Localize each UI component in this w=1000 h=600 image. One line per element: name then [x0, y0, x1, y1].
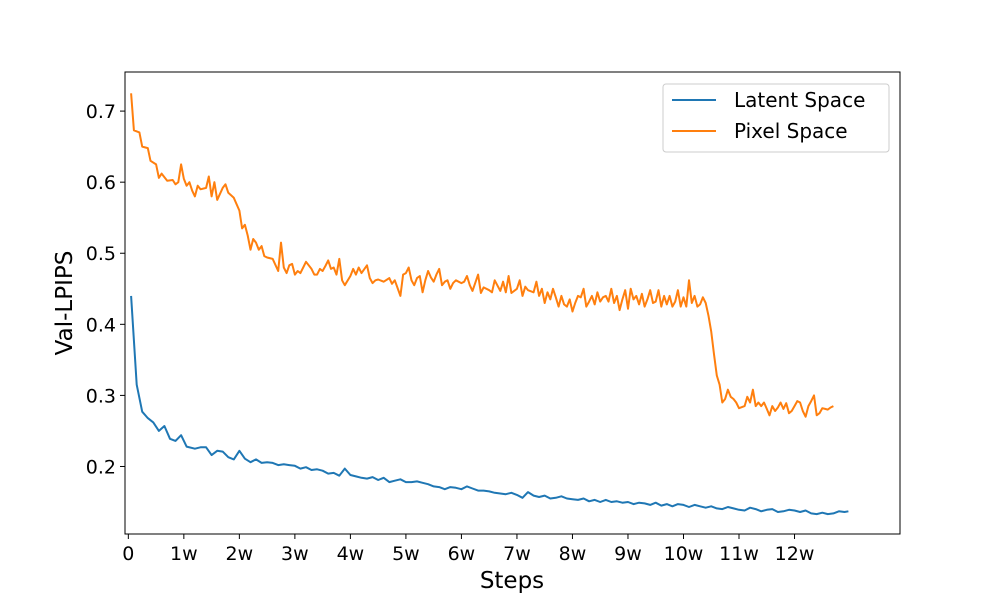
- x-axis-label: Steps: [480, 568, 544, 594]
- legend-label-latent-space: Latent Space: [734, 88, 865, 112]
- x-axis-ticks: 0 1w 2w 3w 4w 5w 6w 7w 8w 9w 10w 11w 12w: [122, 534, 814, 565]
- series-layer: [130, 93, 849, 516]
- series-line-pixel-space: [130, 93, 834, 418]
- y-tick-label: 0.3: [86, 385, 116, 407]
- legend: Latent Space Pixel Space: [662, 83, 890, 153]
- x-tick-label: 1w: [170, 543, 198, 565]
- y-tick-label: 0.6: [86, 172, 116, 194]
- y-axis-label: Val-LPIPS: [52, 251, 78, 356]
- y-tick-label: 0.7: [86, 101, 116, 123]
- y-tick-label: 0.2: [86, 456, 116, 478]
- x-tick-label: 4w: [337, 543, 365, 565]
- legend-box: [662, 83, 890, 153]
- x-tick-label: 10w: [664, 543, 704, 565]
- x-tick-label: 5w: [392, 543, 420, 565]
- plot-frame: [124, 71, 901, 535]
- x-tick-label: 0: [122, 543, 134, 565]
- y-tick-label: 0.4: [86, 314, 116, 336]
- series-line-latent-space: [130, 295, 849, 516]
- x-tick-label: 11w: [719, 543, 759, 565]
- x-tick-label: 8w: [559, 543, 587, 565]
- x-tick-label: 12w: [775, 543, 815, 565]
- y-tick-label: 0.5: [86, 243, 116, 265]
- x-tick-label: 2w: [226, 543, 254, 565]
- x-tick-label: 3w: [281, 543, 309, 565]
- x-tick-label: 7w: [503, 543, 531, 565]
- x-tick-label: 6w: [448, 543, 476, 565]
- y-axis-ticks: 0.2 0.3 0.4 0.5 0.6 0.7: [86, 101, 125, 478]
- legend-label-pixel-space: Pixel Space: [734, 119, 848, 143]
- x-tick-label: 9w: [614, 543, 642, 565]
